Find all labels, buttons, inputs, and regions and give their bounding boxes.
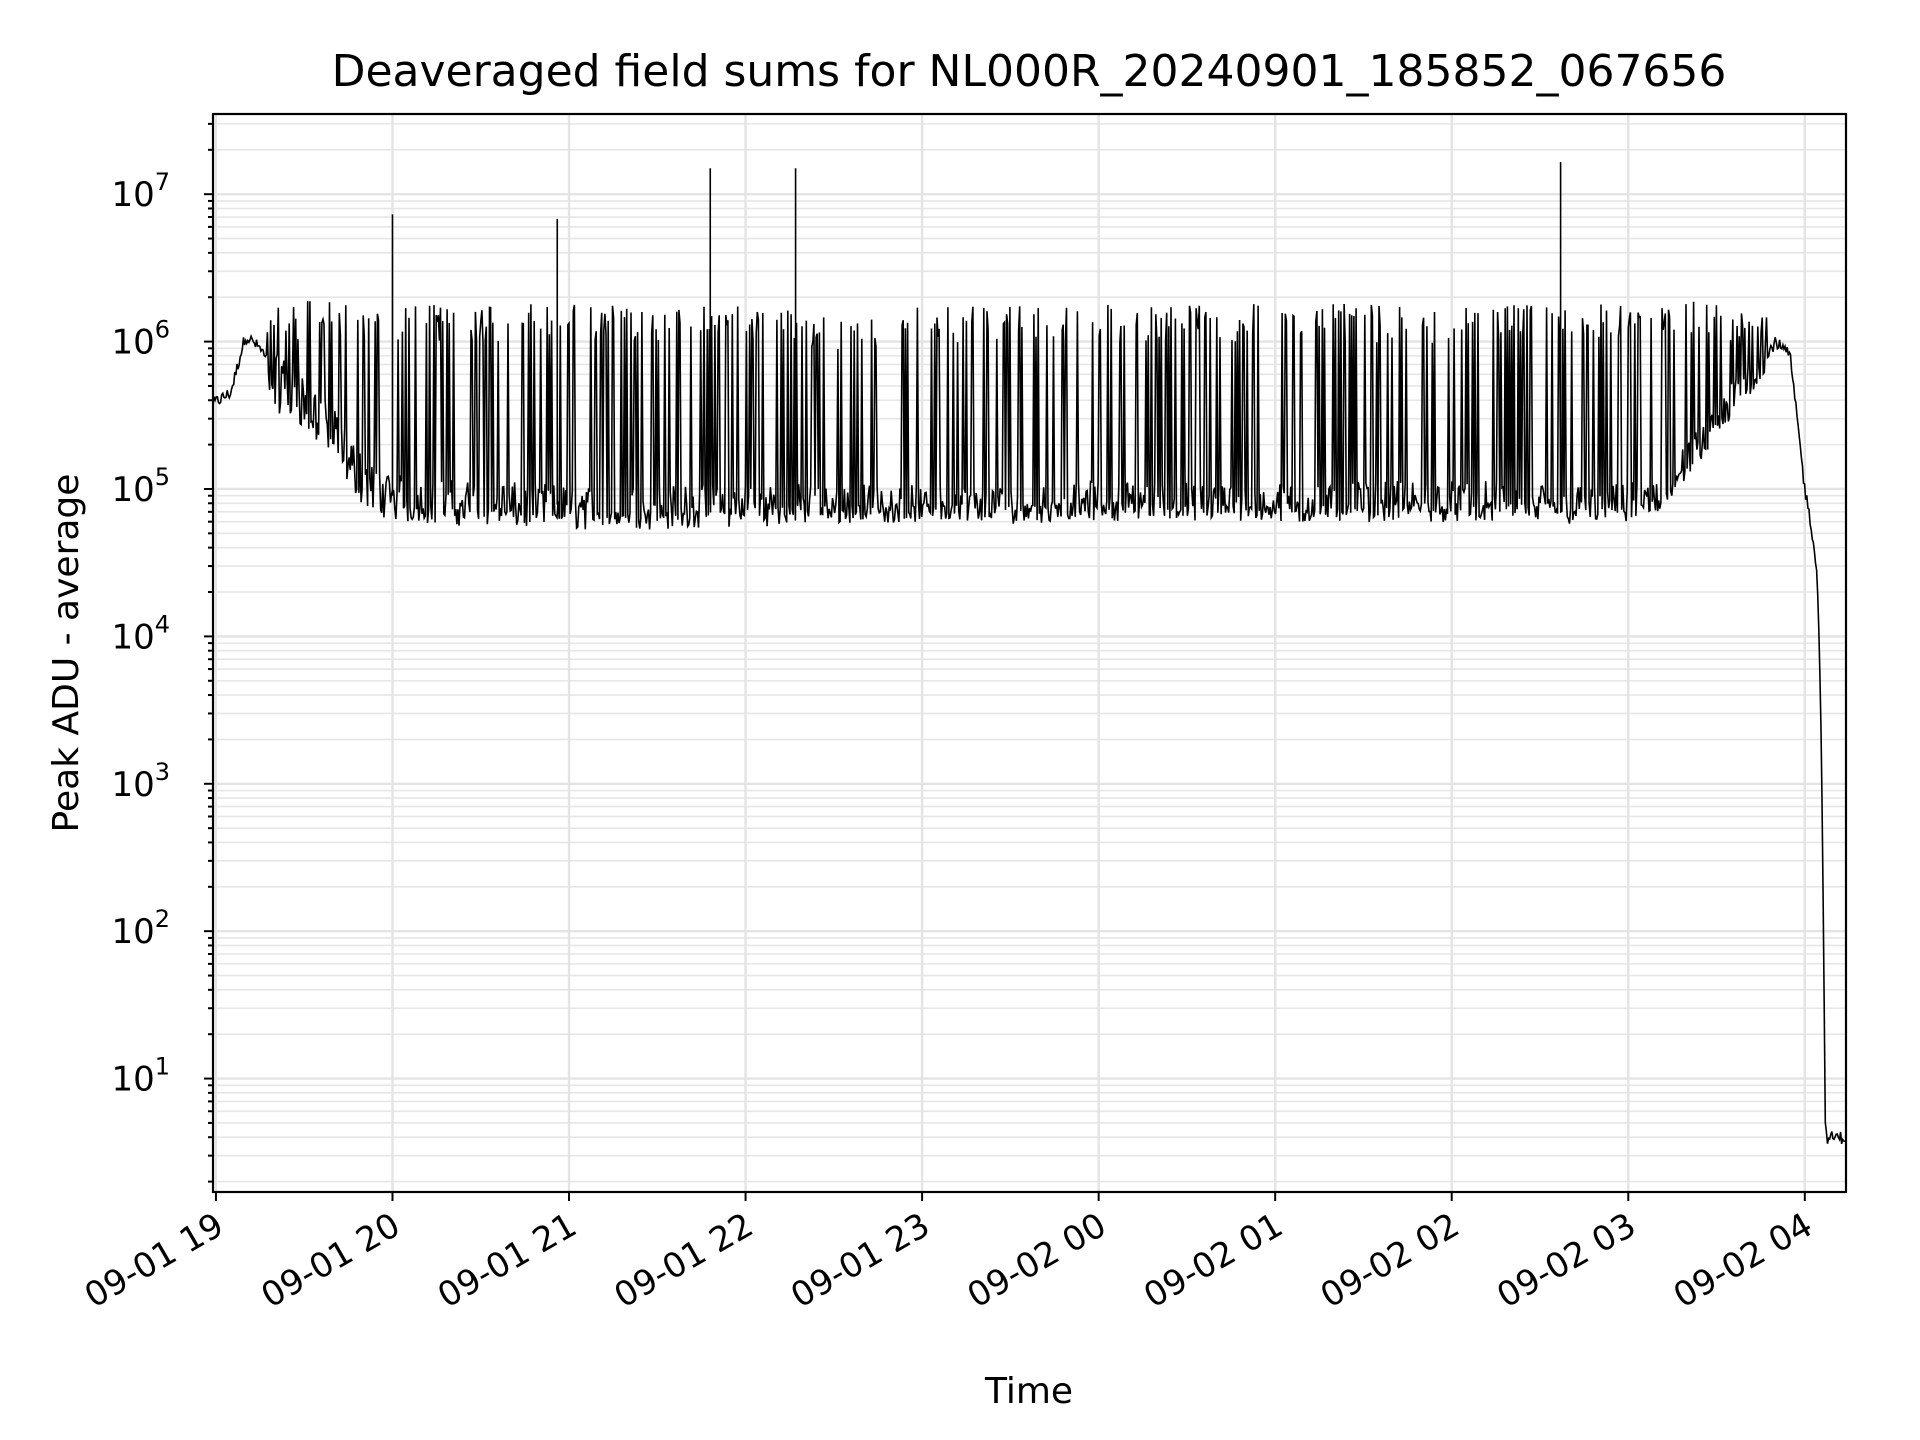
y-tick-label: 106 xyxy=(111,316,170,363)
series-layer xyxy=(212,162,1847,1144)
y-tick-label: 102 xyxy=(111,905,170,952)
y-tick-label: 107 xyxy=(111,168,170,215)
series-line xyxy=(212,300,1847,1144)
y-tick-label: 104 xyxy=(111,610,170,657)
y-axis: 101 102 103 104 105 106 107 xyxy=(111,122,213,1183)
plot-frame xyxy=(211,112,1848,1194)
y-tick-label: 105 xyxy=(111,463,170,510)
y-axis-label: Peak ADU - average xyxy=(46,474,87,833)
y-tick-label: 103 xyxy=(111,758,170,805)
chart-title: Deaveraged field sums for NL000R_2024090… xyxy=(332,46,1727,97)
x-axis-label: Time xyxy=(984,1371,1073,1412)
y-tick-label: 101 xyxy=(111,1053,170,1100)
grid xyxy=(213,114,1846,1192)
